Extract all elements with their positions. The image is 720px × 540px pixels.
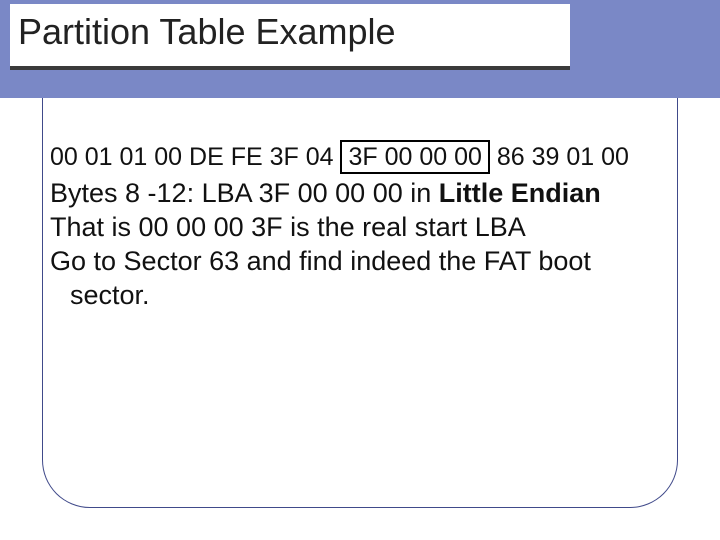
body-line-3: Go to Sector 63 and find indeed the FAT …	[50, 244, 686, 278]
hex-highlight-box: 3F 00 00 00	[340, 140, 489, 174]
hex-suffix: 86 39 01 00	[490, 143, 629, 171]
body-line-1b-bold: Little Endian	[439, 178, 601, 208]
body-text: Bytes 8 -12: LBA 3F 00 00 00 in Little E…	[50, 176, 686, 312]
hex-bytes-line: 00 01 01 00 DE FE 3F 04 3F 00 00 00 86 3…	[50, 140, 686, 174]
body-line-3-cont: sector.	[50, 278, 686, 312]
slide: Partition Table Example 00 01 01 00 DE F…	[0, 0, 720, 540]
body-line-1: Bytes 8 -12: LBA 3F 00 00 00 in Little E…	[50, 176, 686, 210]
title-underline	[10, 66, 570, 70]
slide-title: Partition Table Example	[10, 4, 570, 66]
body-line-2: That is 00 00 00 3F is the real start LB…	[50, 210, 686, 244]
hex-prefix: 00 01 01 00 DE FE 3F 04	[50, 143, 340, 171]
content: 00 01 01 00 DE FE 3F 04 3F 00 00 00 86 3…	[50, 140, 686, 312]
body-line-1a: Bytes 8 -12: LBA 3F 00 00 00 in	[50, 178, 439, 208]
